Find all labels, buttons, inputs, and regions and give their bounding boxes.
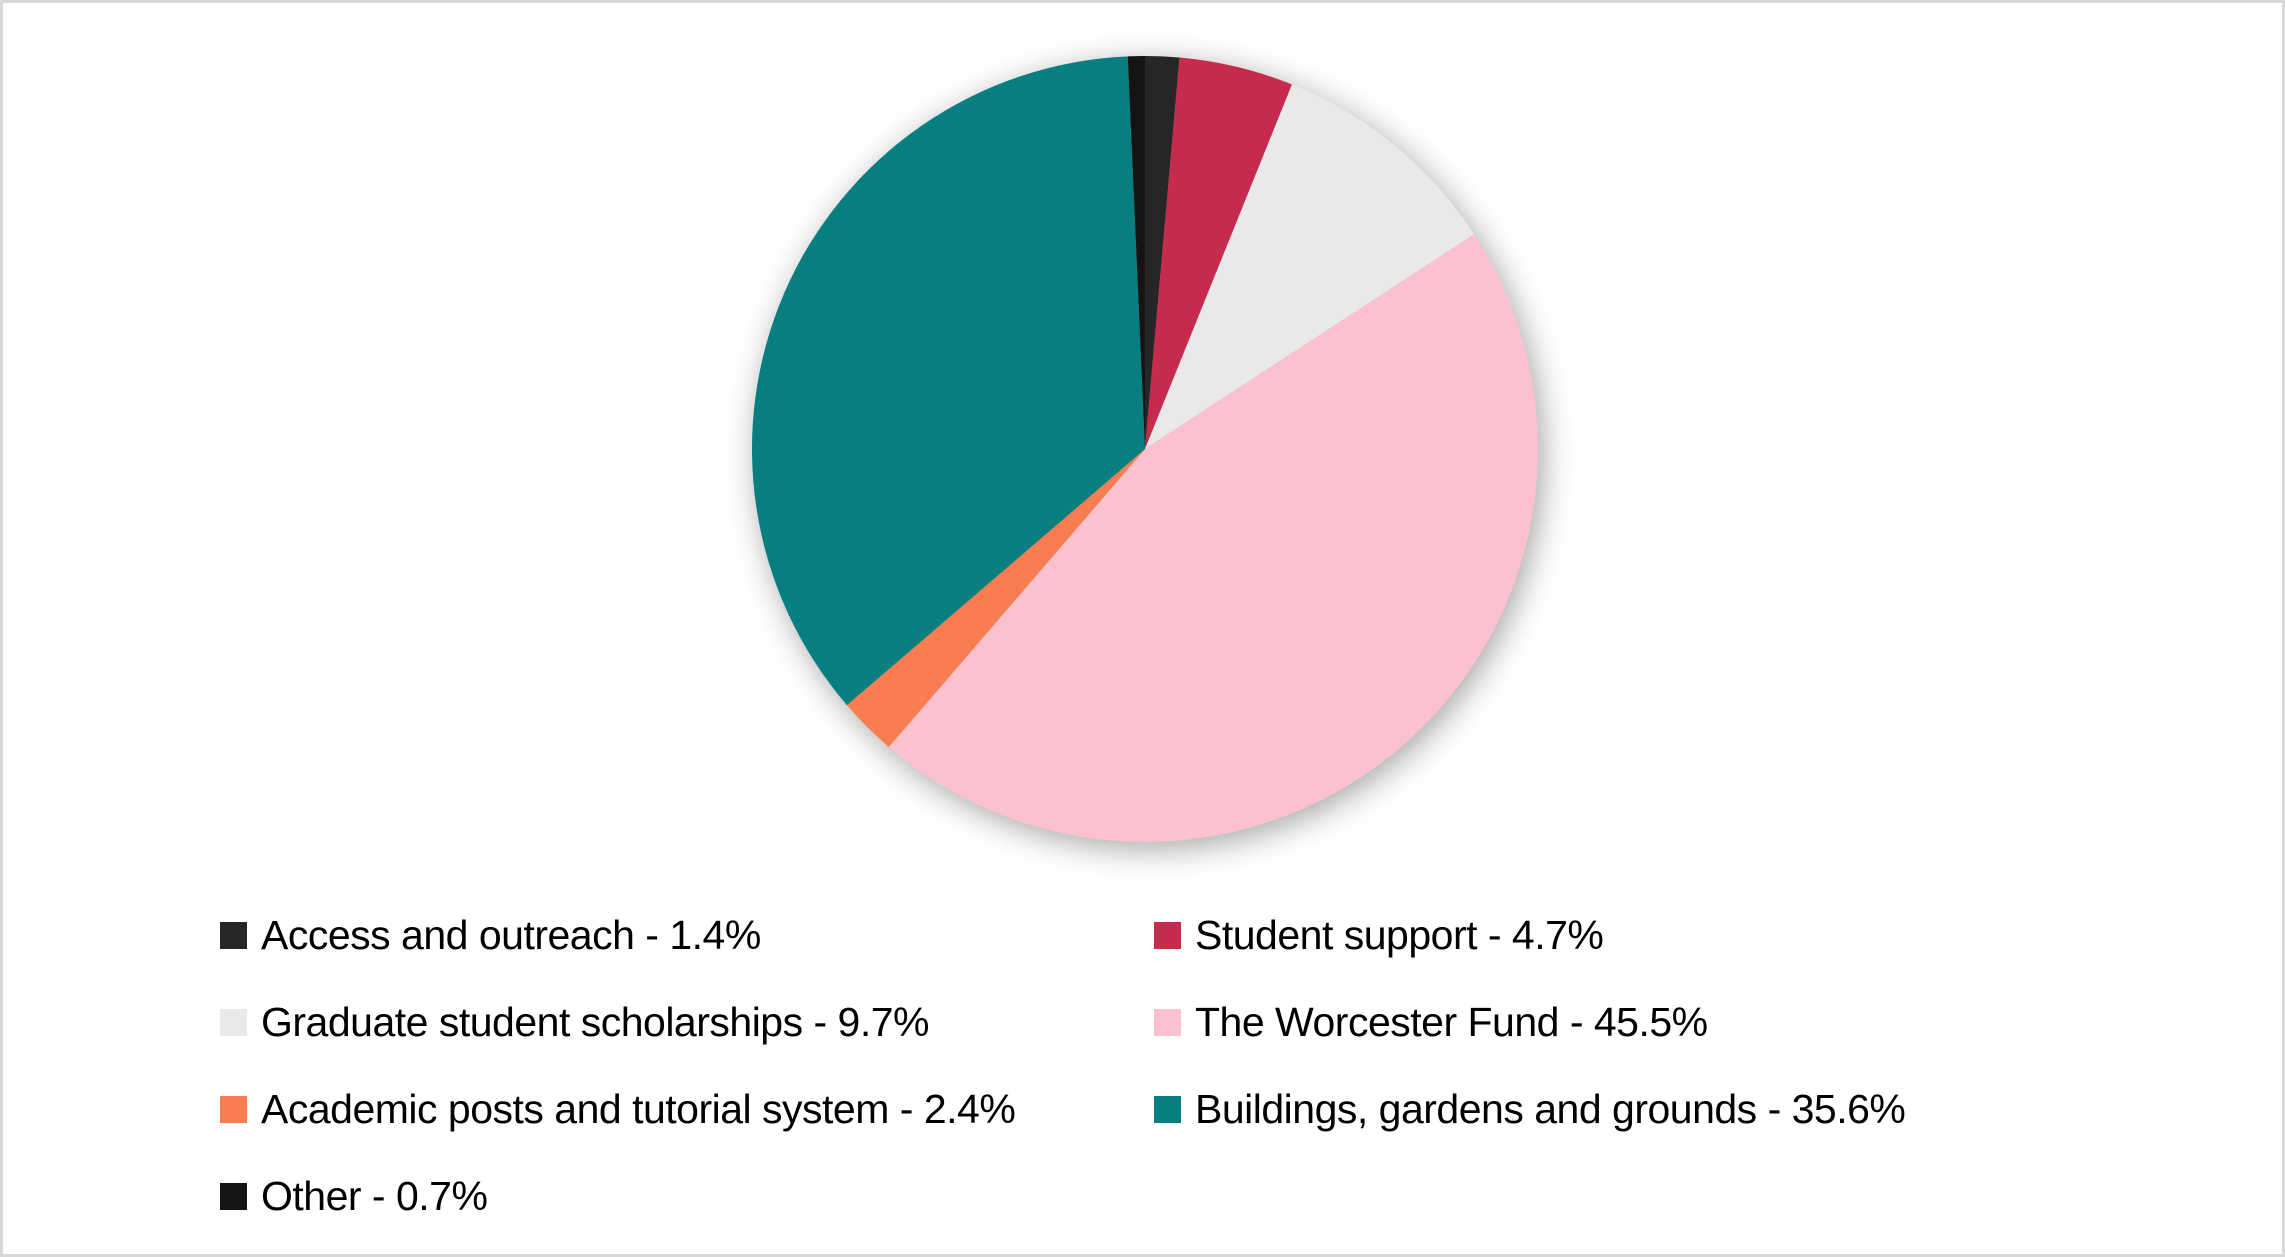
pie-slice bbox=[1145, 56, 1180, 449]
legend-label: Academic posts and tutorial system - 2.4… bbox=[261, 1086, 1016, 1132]
pie-slice bbox=[1127, 56, 1145, 449]
legend-swatch bbox=[220, 922, 247, 949]
pie-slice bbox=[1145, 84, 1475, 449]
legend-label: Other - 0.7% bbox=[261, 1173, 488, 1219]
pie-slice bbox=[888, 234, 1539, 843]
pie-chart bbox=[751, 56, 1539, 843]
legend-swatch bbox=[220, 1009, 247, 1036]
pie-slice bbox=[1145, 57, 1292, 450]
legend-swatch bbox=[1154, 1009, 1181, 1036]
legend-item: The Worcester Fund - 45.5% bbox=[1154, 998, 1905, 1047]
legend-label: Access and outreach - 1.4% bbox=[261, 912, 761, 958]
legend-label: Buildings, gardens and grounds - 35.6% bbox=[1195, 1086, 1906, 1132]
legend-item: Student support - 4.7% bbox=[1154, 911, 1905, 960]
legend-swatch bbox=[1154, 922, 1181, 949]
legend-label: Student support - 4.7% bbox=[1195, 912, 1604, 958]
legend-swatch bbox=[220, 1096, 247, 1123]
legend-swatch bbox=[1154, 1096, 1181, 1123]
legend-item: Other - 0.7% bbox=[220, 1172, 1154, 1221]
legend-swatch bbox=[220, 1183, 247, 1210]
pie-slice bbox=[751, 56, 1145, 706]
legend-label: The Worcester Fund - 45.5% bbox=[1195, 999, 1708, 1045]
legend-item: Graduate student scholarships - 9.7% bbox=[220, 998, 1154, 1047]
legend-item: Access and outreach - 1.4% bbox=[220, 911, 1154, 960]
legend-item: Buildings, gardens and grounds - 35.6% bbox=[1154, 1085, 1906, 1134]
legend-item: Academic posts and tutorial system - 2.4… bbox=[220, 1085, 1154, 1134]
legend-label: Graduate student scholarships - 9.7% bbox=[261, 999, 930, 1045]
chart-legend: Access and outreach - 1.4% Student suppor… bbox=[220, 911, 1906, 1221]
pie-slice bbox=[846, 449, 1145, 748]
